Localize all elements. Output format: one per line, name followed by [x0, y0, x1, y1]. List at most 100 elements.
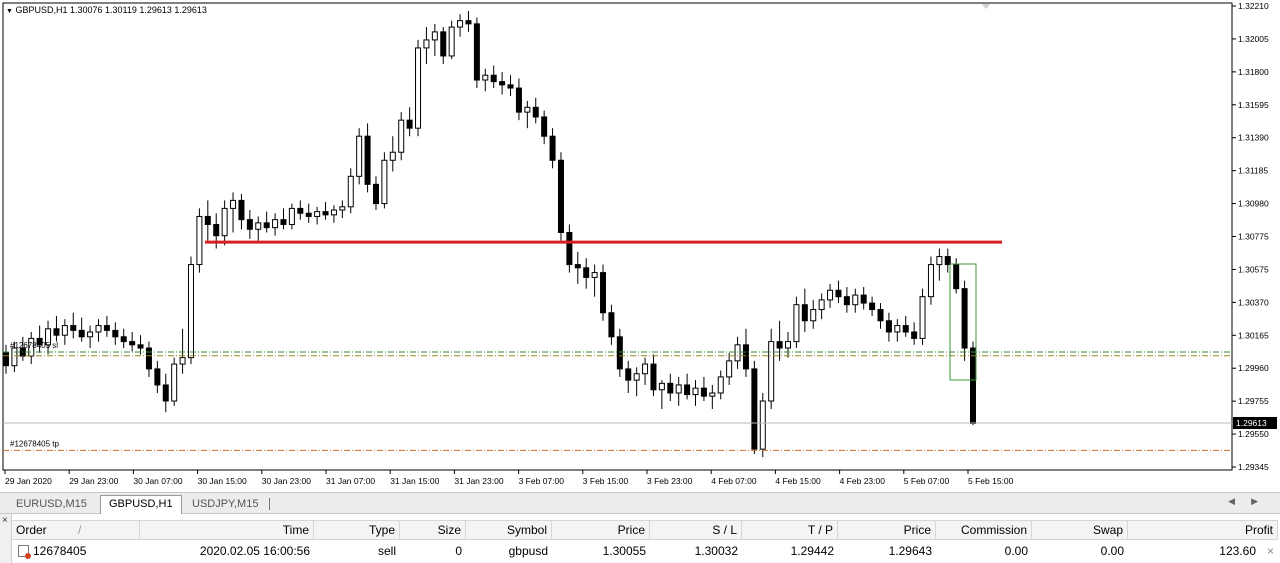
candle-bear: [616, 336, 623, 370]
chart-shift-icon[interactable]: [982, 4, 990, 9]
candle-bear: [541, 116, 548, 137]
candle-bull: [482, 74, 489, 81]
close-order-icon[interactable]: ×: [1266, 544, 1274, 558]
column-header-price[interactable]: Price: [552, 521, 650, 539]
swap-cell: 0.00: [1100, 544, 1124, 558]
candle-bull: [288, 207, 295, 225]
price-axis-label: 1.30165: [1238, 330, 1269, 340]
column-header-size[interactable]: Size: [400, 521, 466, 539]
candle-bear: [684, 384, 691, 396]
candle-bear: [600, 272, 607, 314]
candle-bull: [272, 219, 279, 229]
column-header-symbol[interactable]: Symbol: [466, 521, 552, 539]
candle-bear: [406, 119, 413, 129]
candle-bear: [860, 294, 867, 304]
candle-bear: [3, 352, 9, 367]
candle-bear: [566, 231, 573, 266]
price-axis-label: 1.31185: [1238, 166, 1268, 176]
time-axis-label: 5 Feb 15:00: [968, 476, 1014, 486]
column-header-sl[interactable]: S / L: [650, 521, 742, 539]
plot-area[interactable]: [2, 2, 1233, 471]
candle-bull: [810, 309, 817, 322]
time-axis-label: 4 Feb 07:00: [711, 476, 757, 486]
candle-bear: [776, 341, 783, 349]
column-header-commission[interactable]: Commission: [936, 521, 1032, 539]
commission-cell: 0.00: [1004, 544, 1028, 558]
candle-bull: [398, 119, 405, 153]
price-axis-label: 1.31595: [1238, 100, 1269, 110]
tab-gbpusd-h1[interactable]: GBPUSD,H1: [100, 495, 182, 514]
close-icon[interactable]: ×: [2, 515, 8, 526]
candle-bear: [120, 336, 127, 343]
candle-bear: [953, 264, 960, 290]
candle-bull: [179, 357, 186, 365]
chart-title: ▼ GBPUSD,H1 1.30076 1.30119 1.29613 1.29…: [6, 5, 207, 15]
column-header-profit[interactable]: Profit: [1128, 521, 1278, 539]
tab-usdjpy-m15[interactable]: USDJPY,M15: [184, 496, 266, 512]
column-header-swap[interactable]: Swap: [1032, 521, 1128, 539]
candle-bull: [524, 106, 531, 113]
column-header-time[interactable]: Time: [140, 521, 314, 539]
price-axis-label: 1.32210: [1238, 1, 1269, 11]
candle-bear: [843, 296, 850, 306]
price-chart[interactable]: 1.32210 1.32005 1.31800 1.31595 1.31390 1.311…: [0, 0, 1280, 490]
candle-bear: [751, 368, 758, 450]
tab-nav: ◀▶: [1228, 496, 1274, 507]
candle-bear: [137, 344, 144, 349]
candle-bear: [440, 31, 447, 57]
scroll-left-icon[interactable]: ◀: [1228, 496, 1252, 506]
tab-eurusd-m15[interactable]: EURUSD,M15: [8, 496, 95, 512]
price-axis-label: 1.30980: [1238, 199, 1269, 209]
candle-bear: [372, 183, 379, 205]
time-axis-label: 31 Jan 23:00: [454, 476, 503, 486]
type-cell: sell: [377, 544, 396, 558]
candle-bear: [53, 328, 60, 336]
selection-box[interactable]: [949, 263, 977, 381]
candle-bear: [650, 363, 657, 391]
candle-bear: [145, 347, 152, 370]
candle-bull: [45, 328, 52, 346]
symbol-cell: gbpusd: [508, 544, 548, 558]
price-axis-label: 1.31800: [1238, 67, 1269, 77]
candle-bull: [759, 400, 766, 450]
candle-bull: [347, 175, 354, 208]
candle-bull: [818, 299, 825, 311]
candle-bear: [204, 215, 211, 225]
candle-bear: [364, 135, 371, 185]
candle-bear: [902, 325, 909, 333]
candle-bear: [877, 309, 884, 322]
dropdown-triangle-icon[interactable]: ▼: [6, 8, 13, 15]
candle-bull: [196, 215, 203, 266]
time-axis-label: 30 Jan 23:00: [262, 476, 311, 486]
sl-cell: 1.30032: [694, 544, 738, 558]
candle-bull: [894, 325, 901, 333]
order-icon: [18, 545, 31, 559]
column-header-order[interactable]: Order /: [12, 521, 140, 539]
candle-bear: [557, 159, 564, 233]
candle-bear: [944, 256, 951, 266]
table-row[interactable]: 12678405 2020.02.05 16:00:56 sell 0 gbpu…: [12, 542, 1278, 562]
candle-bull: [314, 211, 321, 217]
candle-bull: [827, 289, 834, 301]
candle-bear: [297, 207, 304, 214]
candle-bear: [835, 289, 842, 298]
candle-bull: [423, 39, 430, 49]
order-sl-label: #12678405 sl: [10, 341, 58, 350]
candle-bear: [515, 87, 522, 113]
column-header-current-price[interactable]: Price: [838, 521, 936, 539]
candle-bull: [717, 376, 724, 394]
price-axis-label: 1.30775: [1238, 232, 1269, 242]
size-cell: 0: [455, 544, 462, 558]
terminal-panel: × Order / Time Type Size Symbol Price S …: [0, 514, 1280, 563]
candle-bull: [793, 304, 800, 343]
candle-bear: [667, 382, 674, 394]
candle-bull: [389, 151, 396, 161]
scroll-right-icon[interactable]: ▶: [1251, 496, 1274, 506]
candle-bull: [658, 382, 665, 391]
column-header-tp[interactable]: T / P: [742, 521, 838, 539]
chart-canvas[interactable]: 1.32210 1.32005 1.31800 1.31595 1.31390 1.311…: [0, 0, 1280, 490]
column-header-type[interactable]: Type: [314, 521, 400, 539]
candle-bull: [28, 337, 35, 357]
price-axis-label: 1.29960: [1238, 363, 1269, 373]
order-cell: 12678405: [18, 542, 140, 560]
